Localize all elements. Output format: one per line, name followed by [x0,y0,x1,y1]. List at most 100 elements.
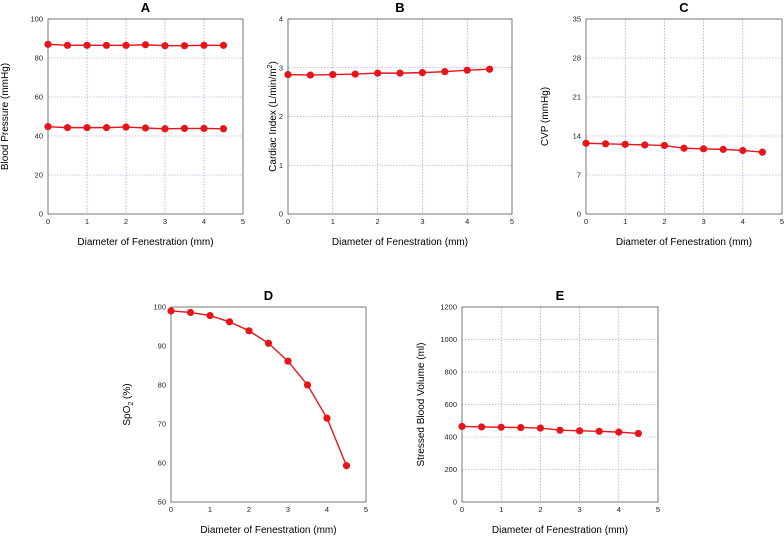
y-tick-label: 400 [444,433,457,442]
panel-title: B [395,0,404,15]
data-point [225,318,234,326]
data-point [63,124,72,132]
y-tick-label: 90 [158,342,166,351]
data-point [329,70,337,79]
x-axis-label: Diameter of Fenestration (mm) [77,237,213,248]
x-tick-label: 2 [124,217,128,226]
y-tick-label: 200 [444,465,457,474]
x-tick-label: 4 [325,505,329,514]
y-tick-label: 3 [279,63,283,72]
x-tick-label: 3 [420,217,424,226]
data-point [497,423,505,431]
y-axis-label-main: SpO [122,405,133,425]
data-point [582,139,590,147]
plot-frame [170,306,367,503]
x-axis-label: Diameter of Fenestration (mm) [492,525,628,536]
data-point [342,462,351,470]
x-tick-label: 0 [46,217,50,226]
data-point [458,422,466,431]
data-point [83,124,91,132]
data-point [180,42,189,50]
data-point [418,69,426,77]
data-point [200,124,208,132]
panel-title: D [264,288,273,303]
y-axis-label: Blood Pressure (mmHg) [0,63,11,170]
y-tick-label: 1200 [440,303,457,312]
y-tick-label: 28 [573,54,581,63]
data-point [102,124,111,132]
data-point [122,123,130,131]
y-tick-label: 35 [573,15,581,24]
panel-title: A [141,0,151,15]
data-point [556,426,564,434]
data-point [576,427,584,435]
x-axis-label: Diameter of Fenestration (mm) [200,525,336,536]
y-tick-label: 100 [30,15,43,24]
data-point [615,428,623,436]
x-tick-label: 5 [656,505,660,514]
x-tick-label: 1 [499,505,503,514]
data-point [206,311,214,320]
plot-frame [47,18,244,215]
data-point [396,69,404,77]
data-point [83,41,91,49]
data-point [641,141,649,149]
y-tick-label: 14 [573,132,581,141]
data-point [621,140,629,148]
x-tick-label: 4 [617,505,621,514]
x-tick-label: 0 [460,505,464,514]
x-tick-label: 0 [169,505,173,514]
series-line-lower [47,125,224,130]
data-point [200,41,208,49]
y-tick-label: 40 [35,132,43,141]
data-point [463,66,471,74]
data-point [517,423,525,432]
x-tick-label: 5 [780,217,784,226]
data-point [303,381,312,389]
y-axis-label-sub: 2 [128,402,135,406]
y-axis-label: Stressed Blood Volume (ml) [416,343,427,467]
y-tick-label: 50 [158,498,166,507]
y-tick-label: 1000 [440,335,457,344]
data-point [478,423,486,431]
data-point [351,70,359,78]
x-tick-label: 2 [376,217,380,226]
data-point [122,41,130,49]
x-tick-label: 3 [578,505,582,514]
x-tick-label: 1 [85,217,89,226]
x-tick-label: 0 [286,217,290,226]
data-point [219,125,228,133]
series-line-spo2 [170,310,348,466]
panel-e: 0 1 2 3 4 5 0 200 400 600 800 1000 1200 E Diameter of … [416,288,660,536]
y-tick-label: 60 [35,93,43,102]
x-tick-label: 4 [202,217,206,226]
data-point [323,414,331,422]
y-tick-label: 4 [279,15,283,24]
data-point [374,69,382,77]
y-tick-label: 2 [279,112,283,121]
data-point [102,41,111,49]
plot-frame [287,18,513,215]
y-tick-label: 21 [573,93,581,102]
y-tick-label: 1 [279,161,283,170]
data-point [739,146,747,155]
y-tick-label: 80 [35,54,43,63]
x-axis-label: Diameter of Fenestration (mm) [616,237,752,248]
series-line-ci [287,68,490,76]
x-tick-label: 5 [241,217,245,226]
y-tick-label: 0 [39,210,43,219]
data-point [44,40,52,48]
x-tick-label: 2 [538,505,542,514]
x-tick-label: 3 [163,217,167,226]
data-point [44,123,52,131]
x-tick-label: 4 [465,217,469,226]
data-point [595,427,603,435]
data-point [486,65,494,73]
x-tick-label: 3 [286,505,290,514]
x-tick-label: 1 [208,505,212,514]
panel-title: C [679,0,689,15]
x-tick-label: 2 [662,217,666,226]
y-tick-label: 70 [158,420,166,429]
data-point [180,124,189,132]
